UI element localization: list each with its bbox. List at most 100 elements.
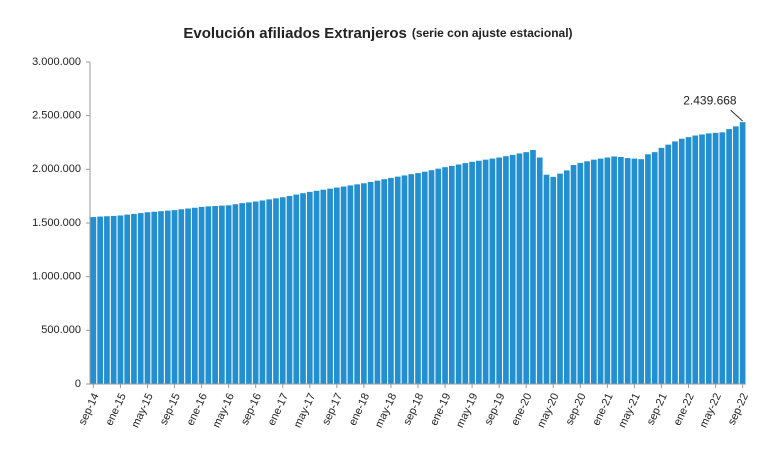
bar xyxy=(448,165,455,384)
label-leader xyxy=(730,109,743,122)
bar xyxy=(225,205,232,384)
x-tick-label: sep-21 xyxy=(645,391,670,427)
bar xyxy=(110,215,117,384)
bar xyxy=(563,170,570,384)
x-tick-label: sep-19 xyxy=(482,391,507,427)
bar xyxy=(665,144,672,384)
bar xyxy=(144,212,151,384)
bar xyxy=(584,161,590,384)
x-tick-label: ene-17 xyxy=(266,391,291,427)
x-tick-label: may-17 xyxy=(292,391,318,429)
bar xyxy=(151,211,158,384)
bar xyxy=(421,171,428,384)
bar xyxy=(678,138,685,384)
bar xyxy=(367,181,374,384)
bar xyxy=(279,197,286,384)
y-tick-label: 1.000.000 xyxy=(32,271,81,283)
bar xyxy=(158,211,164,384)
bar xyxy=(259,200,266,384)
bar xyxy=(401,175,408,384)
y-tick-label: 1.500.000 xyxy=(32,217,81,229)
chart-subtitle: (serie con ajuste estacional) xyxy=(412,26,573,40)
x-tick-label: may-20 xyxy=(535,391,561,429)
bar xyxy=(415,173,421,384)
bar xyxy=(164,210,171,384)
bar xyxy=(489,158,496,384)
bar xyxy=(699,134,705,384)
bar xyxy=(496,157,502,384)
bar xyxy=(340,186,347,384)
bar xyxy=(469,161,475,384)
bar xyxy=(212,206,218,384)
bar xyxy=(219,205,225,384)
x-tick-label: may-16 xyxy=(211,391,237,429)
x-tick-label: may-15 xyxy=(129,391,155,429)
bar xyxy=(631,158,638,384)
bar xyxy=(611,156,617,384)
bar xyxy=(482,159,489,384)
bar xyxy=(327,188,333,384)
y-tick-label: 2.000.000 xyxy=(32,163,81,175)
bar xyxy=(618,156,624,384)
bar xyxy=(361,183,367,384)
bar xyxy=(198,206,205,384)
y-tick-label: 500.000 xyxy=(41,324,81,336)
bar xyxy=(306,191,313,384)
bar xyxy=(645,154,651,384)
x-tick-label: sep-18 xyxy=(401,391,426,427)
y-tick-label: 3.000.000 xyxy=(32,56,81,68)
bar xyxy=(252,201,259,384)
bar xyxy=(719,132,726,384)
bar xyxy=(394,176,401,384)
bar xyxy=(604,157,611,384)
bar xyxy=(90,217,97,384)
bar xyxy=(320,189,327,384)
bar xyxy=(381,179,388,384)
bar xyxy=(516,153,523,384)
bar xyxy=(347,185,354,384)
bar xyxy=(124,214,131,384)
x-tick-label: may-21 xyxy=(616,391,642,429)
value-label: 2.439.668 xyxy=(683,93,737,107)
bar xyxy=(388,177,394,384)
bar xyxy=(733,126,739,385)
y-tick-label: 0 xyxy=(75,378,81,390)
x-tick-label: may-18 xyxy=(373,391,399,429)
bar xyxy=(117,215,124,384)
bar xyxy=(543,174,550,384)
bar xyxy=(638,159,645,384)
x-tick-label: ene-16 xyxy=(185,391,210,427)
chart-heading: Evolución afiliados Extranjeros (serie co… xyxy=(183,25,572,42)
x-tick-label: may-19 xyxy=(454,391,480,429)
y-tick-label: 2.500.000 xyxy=(32,110,81,122)
x-tick-label: sep-14 xyxy=(77,391,102,427)
x-tick-label: sep-15 xyxy=(158,391,183,427)
x-tick-label: ene-19 xyxy=(428,391,453,427)
bar xyxy=(354,184,360,384)
bar xyxy=(205,206,212,384)
bar xyxy=(131,213,137,384)
bar xyxy=(286,195,293,384)
x-tick-label: may-22 xyxy=(698,391,724,429)
bar xyxy=(523,152,530,384)
x-tick-label: sep-20 xyxy=(564,391,589,427)
x-tick-label: ene-18 xyxy=(347,391,372,427)
bar xyxy=(313,190,320,384)
bar xyxy=(191,207,198,384)
x-tick-label: ene-21 xyxy=(590,391,615,427)
bar xyxy=(97,216,103,384)
bar xyxy=(266,199,273,384)
bar xyxy=(651,152,658,384)
bar xyxy=(692,135,699,384)
bar xyxy=(658,147,665,384)
bar xyxy=(293,194,300,384)
bar xyxy=(185,208,191,384)
bar xyxy=(570,165,577,384)
bar xyxy=(577,162,584,384)
bar xyxy=(171,210,178,384)
bar xyxy=(597,158,604,384)
x-tick-label: sep-16 xyxy=(239,391,264,427)
x-tick-label: ene-22 xyxy=(672,391,697,427)
